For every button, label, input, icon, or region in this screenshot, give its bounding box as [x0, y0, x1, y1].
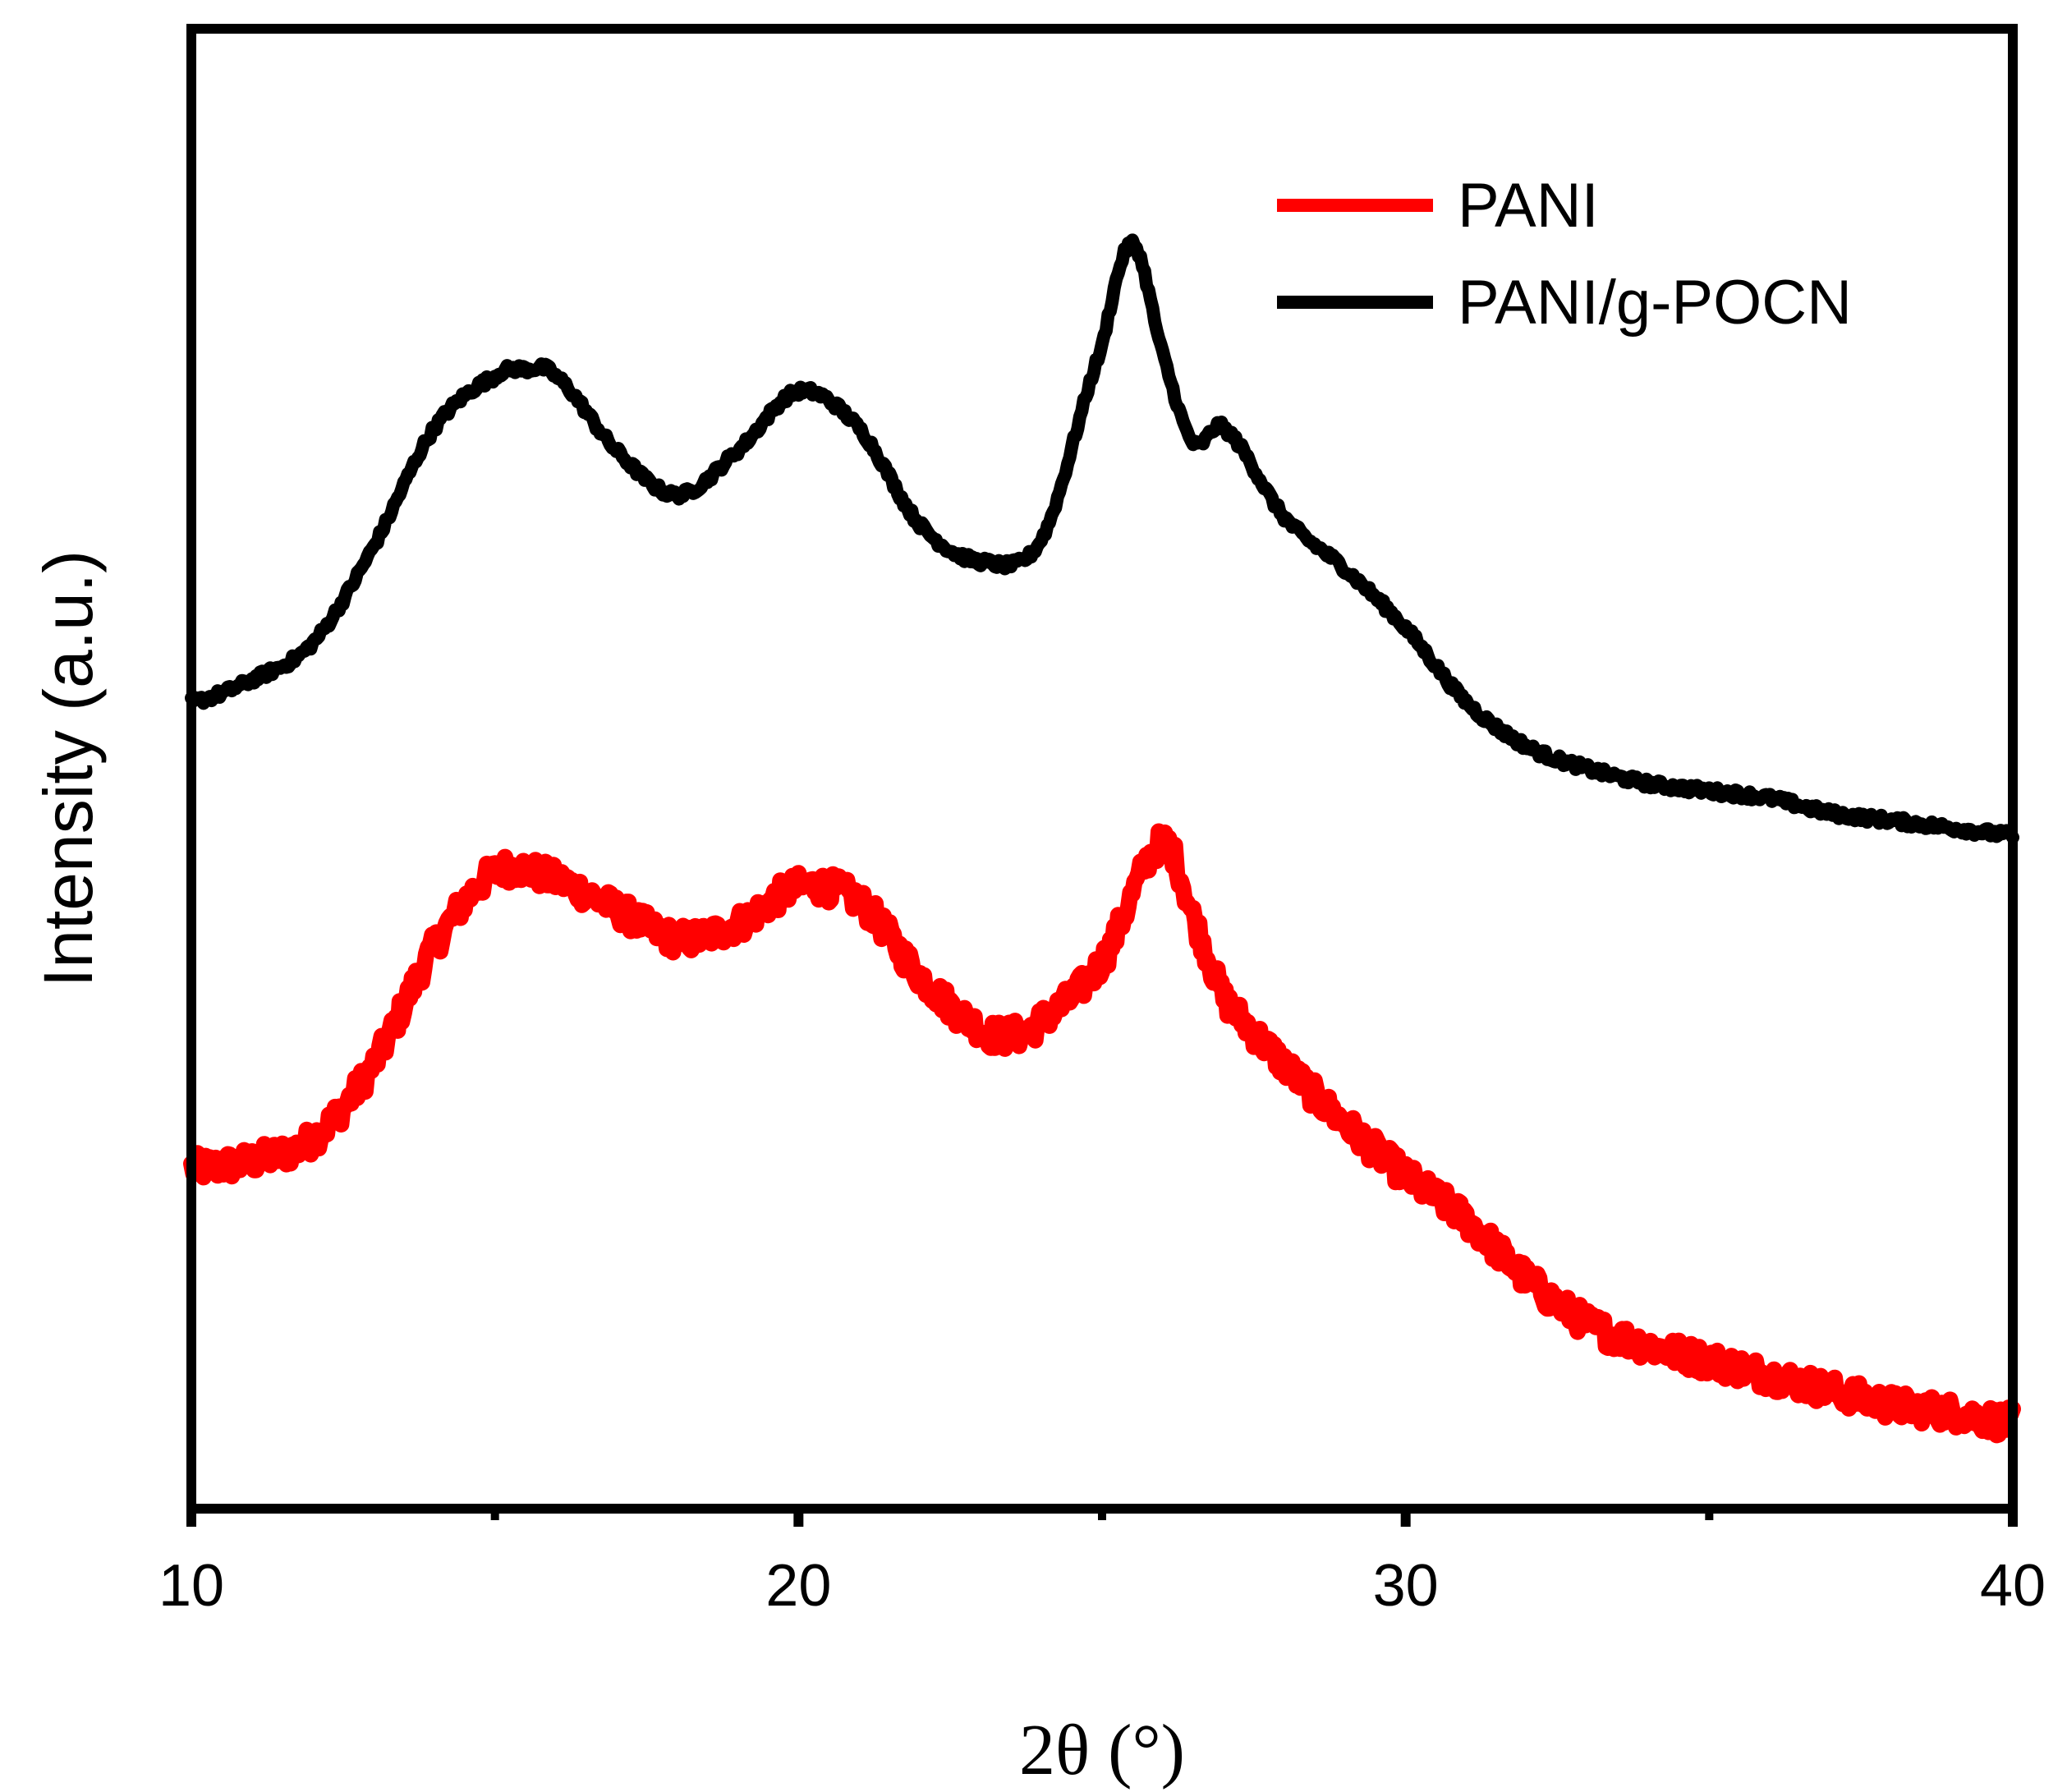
x-axis-title: 2θ (°): [1019, 1711, 1185, 1790]
series-line-pani: [183, 823, 2021, 1444]
x-tick-label: 30: [1373, 1553, 1439, 1619]
series-layer: [183, 233, 2021, 1444]
legend-label-pani-g-pocn: PANI/g-POCN: [1458, 268, 1852, 338]
x-tick-label: 20: [765, 1553, 831, 1619]
x-tick-label: 40: [1980, 1553, 2046, 1619]
legend-label-pani: PANI: [1458, 171, 1599, 241]
series-line-pani-g-pocn: [185, 233, 2019, 844]
tick-layer: 10 20 30 40: [158, 1509, 2046, 1619]
plot-frame: [186, 24, 2018, 1514]
legend: PANI PANI/g-POCN: [1277, 171, 1852, 338]
y-axis-title: Intensity (a.u.): [30, 550, 107, 987]
x-tick-label: 10: [158, 1553, 224, 1619]
